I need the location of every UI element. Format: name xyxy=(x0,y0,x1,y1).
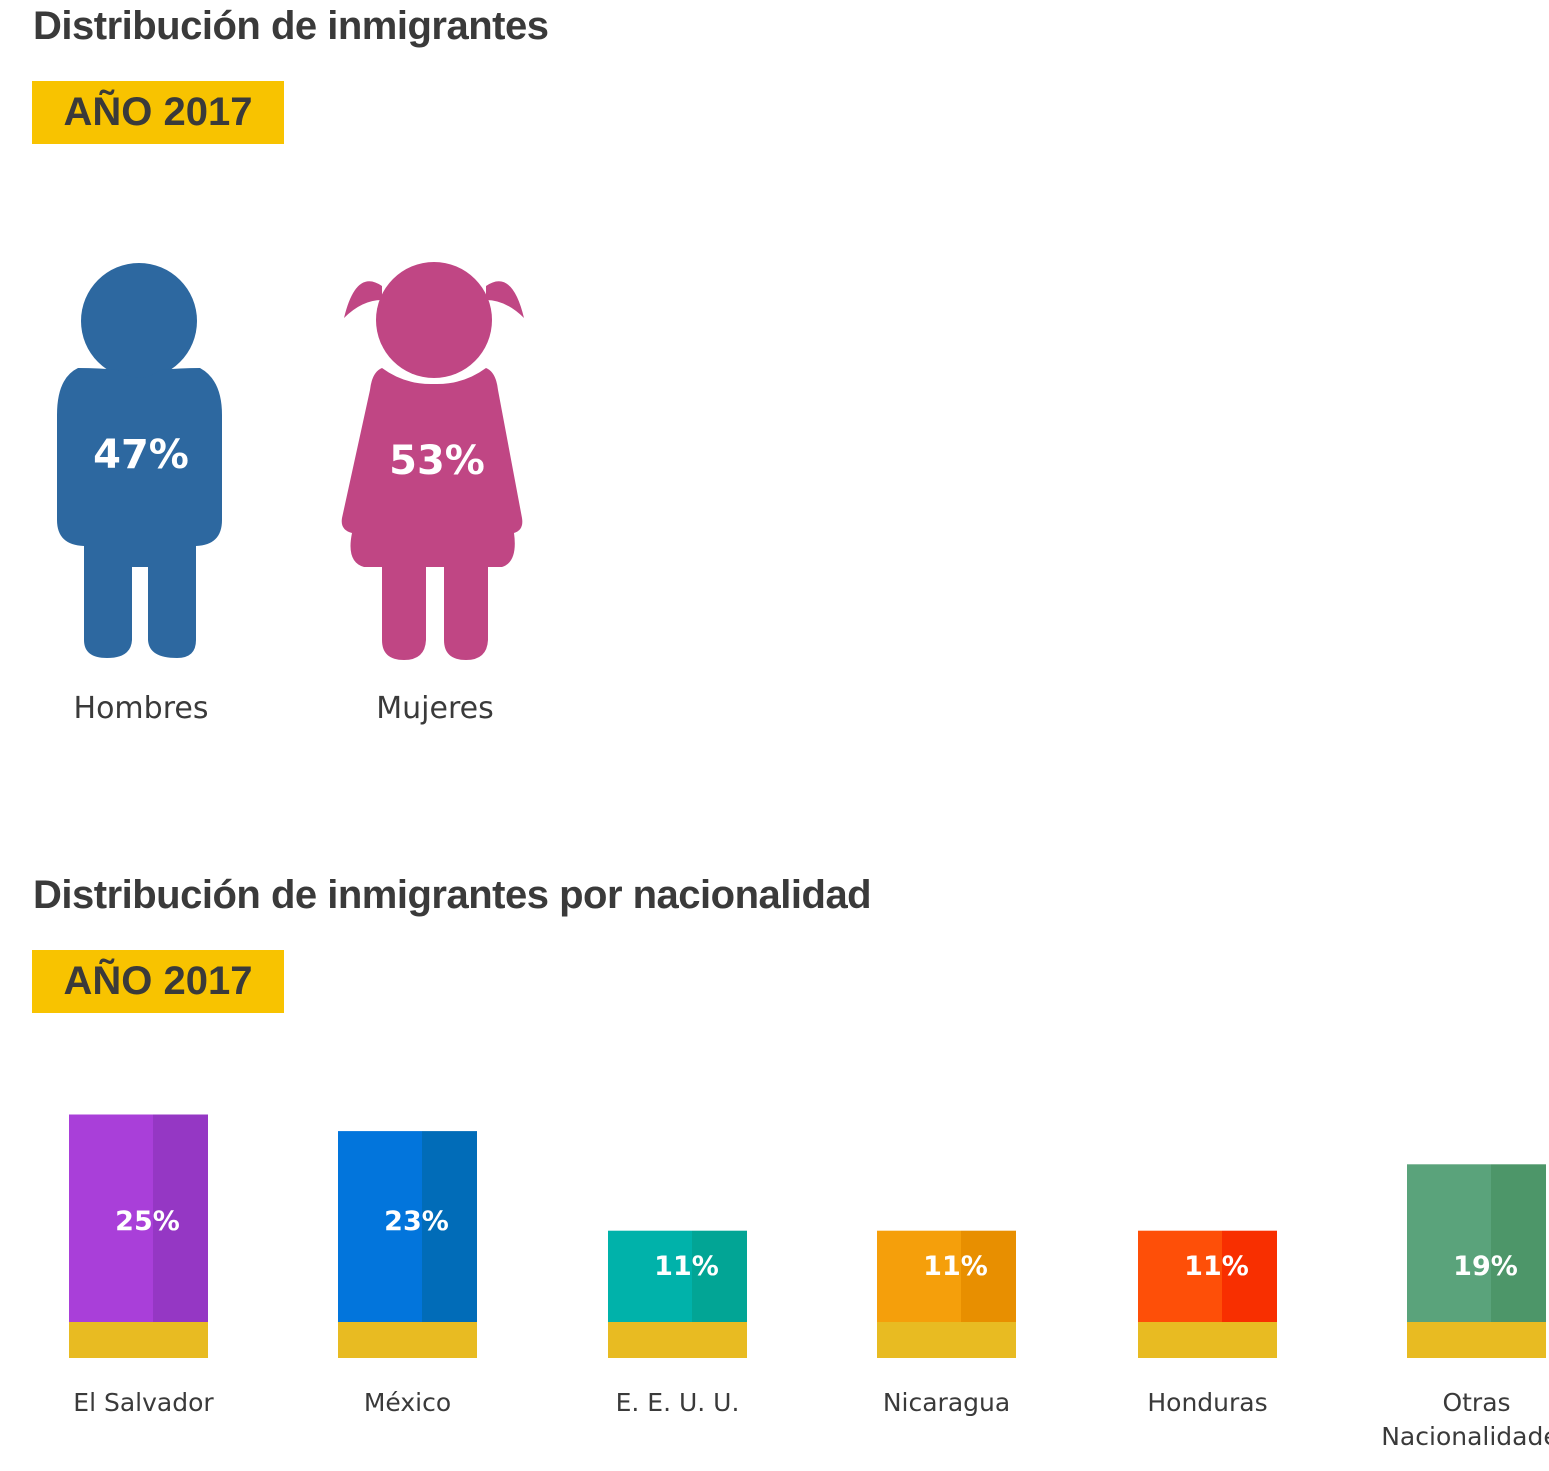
data-label-honduras: 11% xyxy=(1184,1251,1249,1282)
pct-label-mujeres: 53% xyxy=(389,438,485,484)
bar-base-honduras xyxy=(1138,1322,1277,1358)
bar-fill-e-e-u-u xyxy=(608,1230,692,1322)
bar-shade-nicaragua xyxy=(961,1230,1016,1322)
bar-fill-mexico xyxy=(338,1131,422,1322)
bar-fill-el-salvador xyxy=(69,1114,153,1322)
boy-figure-icon xyxy=(57,263,222,658)
category-label-mujeres: Mujeres xyxy=(376,691,494,726)
category-label-nicaragua: Nicaragua xyxy=(882,1388,1011,1417)
bar-nicaragua xyxy=(877,1230,1016,1358)
category-label-mexico: México xyxy=(363,1388,452,1417)
bar-base-otras-nacionalidades xyxy=(1407,1322,1546,1358)
bar-shade-mexico xyxy=(422,1131,477,1322)
bar-shade-el-salvador xyxy=(153,1114,208,1322)
bar-base-el-salvador xyxy=(69,1322,208,1358)
bar-base-e-e-u-u xyxy=(608,1322,747,1358)
pictogram-title: Distribución de inmigrantes xyxy=(33,4,549,48)
bar-mexico xyxy=(338,1131,477,1358)
pct-label-hombres: 47% xyxy=(93,432,189,478)
data-label-e-e-u-u: 11% xyxy=(654,1251,719,1282)
girl-figure-icon xyxy=(341,262,524,660)
year-badge-nationality: AÑO 2017 xyxy=(32,950,284,1013)
data-label-nicaragua: 11% xyxy=(923,1251,988,1282)
bar-fill-nicaragua xyxy=(877,1230,961,1322)
bar-base-mexico xyxy=(338,1322,477,1358)
category-label-el-salvador: El Salvador xyxy=(73,1388,214,1417)
bar-e-e-u-u xyxy=(608,1230,747,1358)
data-label-mexico: 23% xyxy=(384,1206,449,1237)
bar-base-nicaragua xyxy=(877,1322,1016,1358)
year-badge-gender: AÑO 2017 xyxy=(32,81,284,144)
category-label-hombres: Hombres xyxy=(73,691,209,726)
bar-el-salvador xyxy=(69,1114,208,1358)
category-label-otras-nacionalidades: Otras Nacionalidades xyxy=(1381,1388,1549,1451)
data-label-el-salvador: 25% xyxy=(115,1206,180,1237)
bar-chart-title: Distribución de inmigrantes por nacional… xyxy=(33,873,872,917)
category-label-honduras: Honduras xyxy=(1147,1388,1268,1417)
bar-fill-honduras xyxy=(1138,1230,1222,1322)
bar-shade-e-e-u-u xyxy=(692,1230,747,1322)
bar-fill-otras-nacionalidades xyxy=(1407,1164,1491,1322)
bar-shade-honduras xyxy=(1222,1230,1277,1322)
gender-pictogram xyxy=(57,262,524,660)
bar-shade-otras-nacionalidades xyxy=(1491,1164,1546,1322)
bar-otras-nacionalidades xyxy=(1407,1164,1546,1358)
data-label-otras-nacionalidades: 19% xyxy=(1453,1251,1518,1282)
category-label-e-e-u-u: E. E. U. U. xyxy=(615,1388,740,1417)
bar-honduras xyxy=(1138,1230,1277,1358)
